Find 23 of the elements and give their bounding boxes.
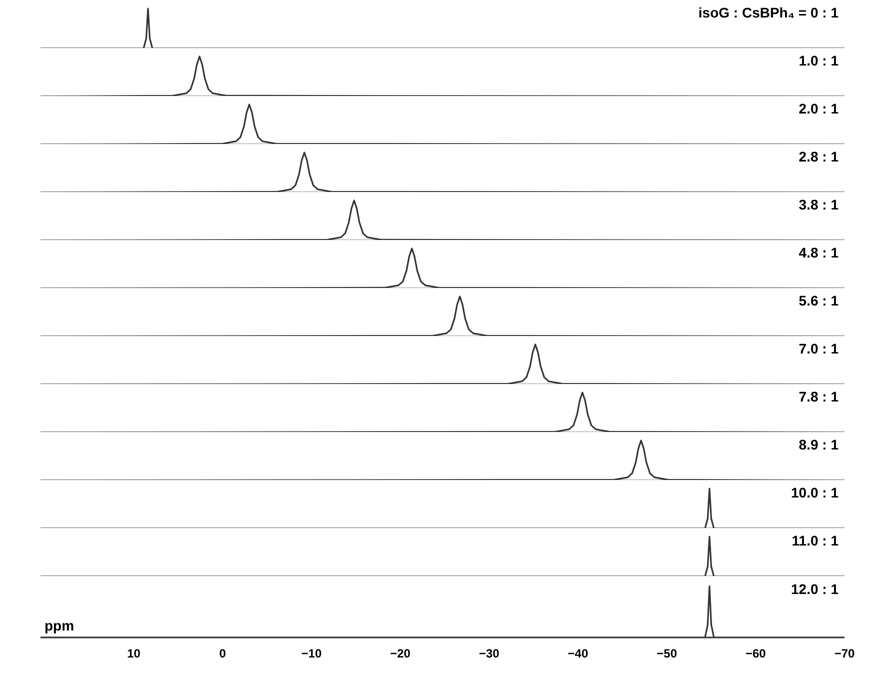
x-tick-label: −60	[745, 646, 766, 660]
x-tick-label: −10	[301, 646, 322, 660]
chart-title: 7.8 : 1	[798, 388, 839, 404]
x-tick-label: −40	[568, 646, 588, 660]
x-tick-label: 0	[219, 646, 226, 660]
chart-title: isoG : CsBPh₄ = 0 : 1	[698, 4, 839, 20]
chart-title: 10.0 : 1	[791, 484, 839, 500]
chart-title: 11.0 : 1	[792, 532, 839, 548]
chart-title: 7.0 : 1	[798, 340, 839, 356]
chart-title: 12.0 : 1	[791, 581, 839, 598]
chart-title: 4.8 : 1	[798, 244, 839, 260]
chart-title: 2.0 : 1	[798, 100, 839, 116]
chart-title: 2.8 : 1	[798, 148, 839, 164]
chart-title: 8.9 : 1	[798, 436, 839, 452]
x-axis-title: ppm	[44, 618, 74, 634]
chart-title: 1.0 : 1	[798, 52, 839, 68]
x-tick-label: −50	[656, 646, 678, 660]
chart-title: 5.6 : 1	[798, 292, 839, 308]
x-tick-label: −30	[478, 646, 500, 660]
x-tick-label: 10	[127, 646, 141, 660]
x-tick-label: −70	[834, 646, 856, 660]
x-tick-label: −20	[390, 646, 411, 660]
chart-title: 3.8 : 1	[798, 196, 839, 212]
